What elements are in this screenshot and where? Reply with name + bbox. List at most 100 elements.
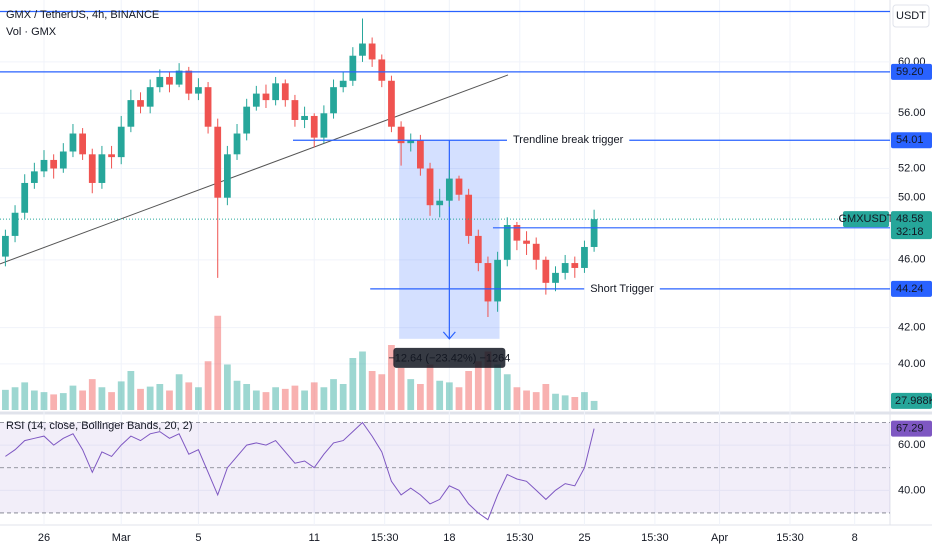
volume-bar [98, 387, 106, 410]
candle-body [262, 93, 270, 101]
volume-bar [281, 388, 289, 410]
volume-bar [252, 390, 260, 410]
countdown-label: 32:18 [896, 226, 924, 238]
candle-body [349, 55, 357, 81]
candle-body [513, 225, 521, 241]
candle-body [40, 159, 48, 172]
volume-bar [79, 390, 86, 410]
volume-bar [146, 386, 154, 410]
volume-bar [368, 371, 376, 410]
candle-body [465, 194, 473, 236]
volume-bar [513, 387, 521, 410]
level-tag [891, 132, 932, 149]
candle-body [436, 200, 444, 206]
candle-body [368, 43, 376, 60]
volume-title: Vol · GMX [6, 26, 57, 38]
x-tick-label: Mar [112, 532, 131, 544]
volume-bar [195, 387, 202, 410]
volume-bar [166, 390, 173, 410]
candle-body [590, 219, 598, 247]
measure-arrow-head [442, 331, 456, 340]
last-price-name: GMXUSDT [839, 213, 894, 225]
volume-bar [571, 397, 579, 410]
candle-body [146, 87, 154, 107]
x-tick-label: 15:30 [506, 532, 534, 544]
volume-bar [137, 388, 144, 410]
volume-bar [2, 389, 9, 410]
measure-label-box [393, 347, 506, 368]
candle-body [108, 154, 115, 158]
price-tick-label: 50.00 [898, 192, 926, 204]
candle-body [455, 178, 463, 195]
candle-body [243, 106, 251, 134]
last-price-tag [891, 211, 932, 240]
symbol-title: GMX / TetherUS, 4h, BINANCE [6, 9, 159, 21]
currency-label[interactable]: USDT [896, 10, 926, 22]
plot: −12.64 (−23.42%) −1264 Trendline break tr… [0, 10, 890, 521]
volume-bar [445, 382, 453, 410]
candle-body [59, 151, 67, 169]
volume-bar [301, 390, 308, 410]
volume-bar [117, 381, 125, 410]
last-price-name-tag [843, 211, 889, 228]
candle-body [252, 93, 260, 107]
candle-body [301, 115, 308, 120]
candle-body [445, 178, 453, 201]
candle-body [175, 70, 183, 85]
level-annotation: Trendline break trigger [513, 134, 624, 146]
price-tick-label: 60.00 [898, 56, 926, 68]
price-tick-label: 40.00 [898, 358, 926, 370]
trendline [0, 74, 509, 265]
currency-button[interactable] [892, 4, 930, 28]
volume-bar [465, 371, 473, 410]
level-annotation: Short Trigger [590, 283, 654, 295]
volume-bar [59, 393, 67, 410]
x-tick-label: 26 [38, 532, 50, 544]
volume-bar [417, 384, 424, 410]
volume-bar [552, 393, 559, 410]
candle-body [204, 87, 212, 127]
candle-body [69, 133, 77, 152]
x-tick-label: 15:30 [371, 532, 399, 544]
volume-tag-label: 27.988K [895, 395, 932, 407]
price-tick-label: 52.00 [898, 162, 926, 174]
candle-body [523, 240, 530, 244]
x-tick-label: 11 [309, 532, 320, 544]
volume-bar [223, 364, 231, 410]
candle-body [79, 133, 86, 155]
volume-bar [378, 374, 386, 410]
candle-body [571, 263, 579, 268]
volume-bar [523, 390, 530, 410]
volume-bar [40, 392, 48, 410]
volume-bar [108, 392, 115, 410]
level-tag-label: 54.01 [896, 134, 924, 146]
volume-bar [330, 379, 337, 410]
volume-bar [590, 400, 598, 410]
candle-body [11, 212, 19, 236]
x-tick-label: 18 [443, 532, 455, 544]
volume-bar [581, 392, 588, 410]
candle-body [426, 168, 434, 206]
candle-body [272, 83, 280, 101]
x-tick-label: 8 [852, 532, 858, 544]
volume-bar [503, 374, 511, 410]
volume-bar [494, 364, 501, 410]
volume-bar [50, 394, 58, 410]
candle-body [320, 113, 328, 138]
x-tick-label: 25 [578, 532, 590, 544]
volume-bar [310, 382, 318, 410]
candle-body [137, 100, 144, 107]
candle-body [281, 83, 289, 101]
grid [0, 0, 890, 525]
candle-body [195, 87, 202, 94]
candle-body [542, 259, 550, 283]
volume-bar [272, 387, 280, 410]
rsi-line [5, 421, 595, 521]
candle-body [561, 263, 569, 273]
measure-label: −12.64 (−23.42%) −1264 [388, 353, 510, 365]
rsi-tick-label: 40.00 [898, 484, 926, 496]
volume-bar [88, 379, 96, 410]
volume-bar [561, 395, 569, 410]
candle-body [166, 76, 173, 85]
